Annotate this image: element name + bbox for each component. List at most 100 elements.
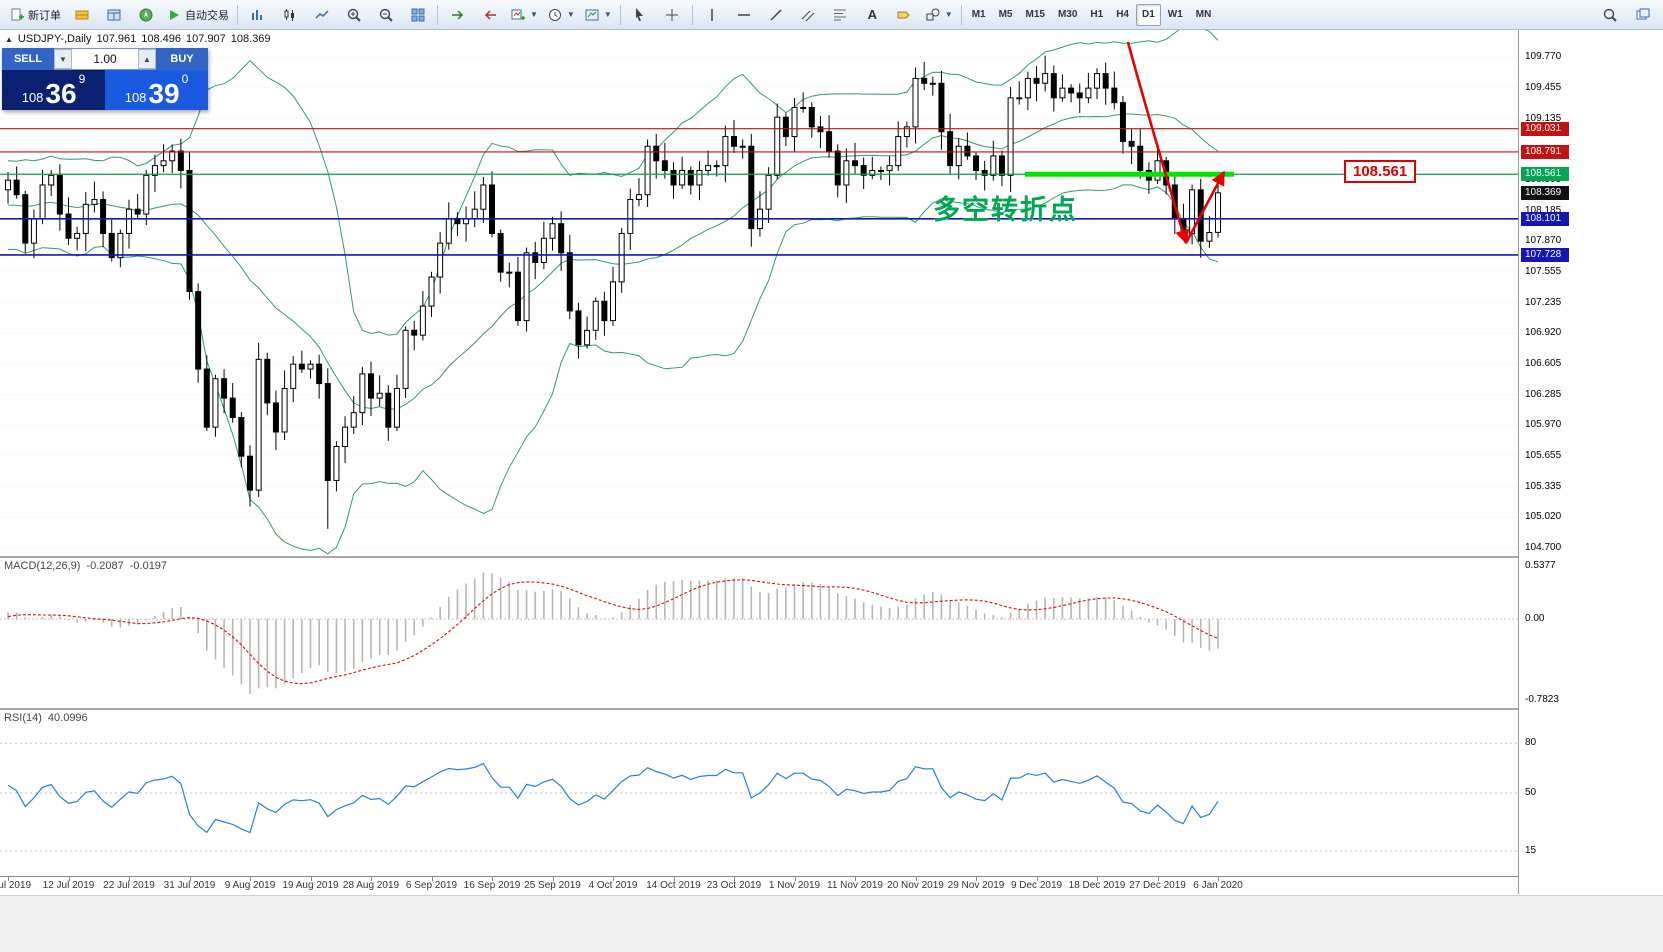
line-chart-button[interactable] bbox=[306, 2, 337, 27]
timeframe-button-M5[interactable]: M5 bbox=[998, 9, 1013, 20]
dropdown-caret-icon: ▼ bbox=[566, 10, 575, 19]
rsi-indicator-panel[interactable] bbox=[0, 710, 1518, 876]
vertical-line-tool-button[interactable] bbox=[697, 2, 728, 27]
tile-windows-button[interactable] bbox=[402, 2, 433, 27]
timeframe-button-M1[interactable]: M1 bbox=[971, 9, 986, 20]
volume-increase-button[interactable]: ▲ bbox=[138, 49, 156, 69]
candle-body bbox=[696, 169, 703, 186]
candle-body bbox=[463, 218, 470, 225]
candle-body bbox=[618, 232, 625, 283]
chart-symbol-period: USDJPY-,Daily bbox=[17, 33, 92, 45]
macd-histogram bbox=[7, 572, 1219, 695]
new-order-button[interactable]: 新订单 bbox=[5, 2, 65, 27]
new-order-label: 新订单 bbox=[28, 9, 61, 22]
horizontal-line-icon bbox=[738, 13, 751, 16]
zoom-in-button[interactable] bbox=[338, 2, 369, 27]
buy-price-sup: 0 bbox=[181, 72, 189, 86]
horizontal-line-tool-button[interactable] bbox=[729, 2, 760, 27]
chart-shift-button[interactable] bbox=[474, 2, 505, 27]
candle-body bbox=[670, 169, 677, 186]
chart-list-button[interactable] bbox=[1627, 2, 1658, 27]
trendline-tool-button[interactable] bbox=[761, 2, 792, 27]
panel-splitter[interactable] bbox=[0, 556, 1663, 558]
dropdown-caret-icon: ▼ bbox=[530, 10, 538, 19]
candle-body bbox=[48, 174, 55, 186]
candle-body bbox=[1050, 73, 1057, 99]
one-click-trade-panel: SELL ▼ ▲ BUY 108 36 9 108 39 0 bbox=[2, 48, 208, 110]
price-level-tag: 108.101 bbox=[1521, 211, 1569, 226]
auto-scroll-button[interactable] bbox=[442, 2, 473, 27]
rsi-label: RSI(14) 40.0996 bbox=[4, 712, 88, 724]
cursor-tool-button[interactable] bbox=[625, 2, 656, 27]
chart-list-icon bbox=[1636, 8, 1649, 19]
date-tick bbox=[492, 877, 493, 881]
candle-body bbox=[791, 106, 798, 138]
templates-button[interactable]: ▼ bbox=[580, 2, 616, 27]
main-price-chart[interactable] bbox=[0, 30, 1518, 556]
timeframe-button-M30[interactable]: M30 bbox=[1057, 9, 1078, 20]
timeframe-button-MN[interactable]: MN bbox=[1195, 9, 1212, 20]
volume-input[interactable] bbox=[72, 49, 138, 69]
sell-button[interactable]: SELL bbox=[2, 48, 54, 70]
bar-low-value: 107.907 bbox=[186, 33, 226, 45]
market-watch-button[interactable] bbox=[66, 2, 97, 27]
candle-body bbox=[30, 218, 37, 244]
timeframe-button-D1[interactable]: D1 bbox=[1136, 3, 1161, 26]
text-tool-button[interactable]: A bbox=[857, 2, 888, 27]
candle-body bbox=[886, 165, 893, 171]
price-gridlines bbox=[0, 56, 1518, 549]
date-axis[interactable]: 3 Jul 2019 12 Jul 2019 22 Jul 2019 31 Jul 2… bbox=[0, 876, 1518, 895]
label-tool-button[interactable] bbox=[889, 2, 920, 27]
volume-field: ▼ ▲ bbox=[54, 48, 156, 70]
price-scale-column[interactable]: 109.770109.455109.135108.505108.185107.8… bbox=[1519, 30, 1663, 894]
sell-price-button[interactable]: 108 36 9 bbox=[2, 70, 105, 110]
new-chart-button[interactable]: ▼ bbox=[506, 2, 542, 27]
buy-button[interactable]: BUY bbox=[156, 48, 208, 70]
date-tick bbox=[371, 877, 372, 881]
rsi-scale-label: 15 bbox=[1525, 845, 1537, 857]
macd-indicator-panel[interactable] bbox=[0, 558, 1518, 708]
bar-open-value: 107.961 bbox=[96, 33, 137, 45]
timeframe-button-H4[interactable]: H4 bbox=[1116, 9, 1129, 20]
candle-body bbox=[74, 232, 81, 239]
candlestick-chart-button[interactable] bbox=[274, 2, 305, 27]
channel-tool-button[interactable] bbox=[793, 2, 824, 27]
zoom-out-button[interactable] bbox=[370, 2, 401, 27]
price-tick-label: 104.700 bbox=[1525, 542, 1562, 554]
price-tick-label: 108.185 bbox=[1525, 204, 1562, 216]
date-tick bbox=[431, 877, 433, 881]
fibonacci-tool-button[interactable] bbox=[825, 2, 856, 27]
auto-trading-play-icon bbox=[170, 9, 179, 20]
timeframe-button-H1[interactable]: H1 bbox=[1090, 9, 1104, 20]
candle-body bbox=[247, 455, 254, 491]
timeframe-button-M15[interactable]: M15 bbox=[1025, 9, 1045, 20]
red-arrow-drawing bbox=[1126, 41, 1226, 245]
navigator-icon bbox=[139, 8, 152, 21]
price-tick-label: 107.870 bbox=[1525, 235, 1562, 247]
candle-body bbox=[419, 305, 426, 336]
candle-body bbox=[739, 145, 746, 148]
candle-body bbox=[212, 378, 219, 428]
panel-splitter[interactable] bbox=[0, 708, 1663, 710]
zoom-out-icon bbox=[379, 8, 393, 22]
date-label: 19 Aug 2019 bbox=[282, 880, 339, 891]
buy-price-button[interactable]: 108 39 0 bbox=[105, 70, 208, 110]
window-collapse-icon[interactable]: ▲ bbox=[5, 34, 13, 44]
timeframe-button-W1[interactable]: W1 bbox=[1167, 9, 1183, 20]
auto-trading-button[interactable]: 自动交易 bbox=[162, 2, 233, 27]
navigator-button[interactable] bbox=[130, 2, 161, 27]
candle-body bbox=[437, 242, 444, 278]
volume-decrease-button[interactable]: ▼ bbox=[54, 49, 72, 69]
toolbar-separator bbox=[619, 4, 621, 25]
shapes-tool-button[interactable]: ▼ bbox=[921, 2, 957, 27]
data-window-button[interactable] bbox=[98, 2, 129, 27]
price-tick-label: 107.555 bbox=[1525, 265, 1562, 277]
support-highlight-bar bbox=[1024, 171, 1235, 177]
bar-chart-button[interactable] bbox=[242, 2, 273, 27]
crosshair-tool-button[interactable] bbox=[657, 2, 688, 27]
candle-body bbox=[584, 329, 591, 346]
periods-button[interactable]: ▼ bbox=[543, 2, 579, 27]
candle-body bbox=[368, 373, 375, 399]
chart-window: ▲ USDJPY-,Daily 107.961 108.496 107.907 … bbox=[0, 30, 1663, 952]
symbol-search-button[interactable] bbox=[1594, 2, 1625, 27]
